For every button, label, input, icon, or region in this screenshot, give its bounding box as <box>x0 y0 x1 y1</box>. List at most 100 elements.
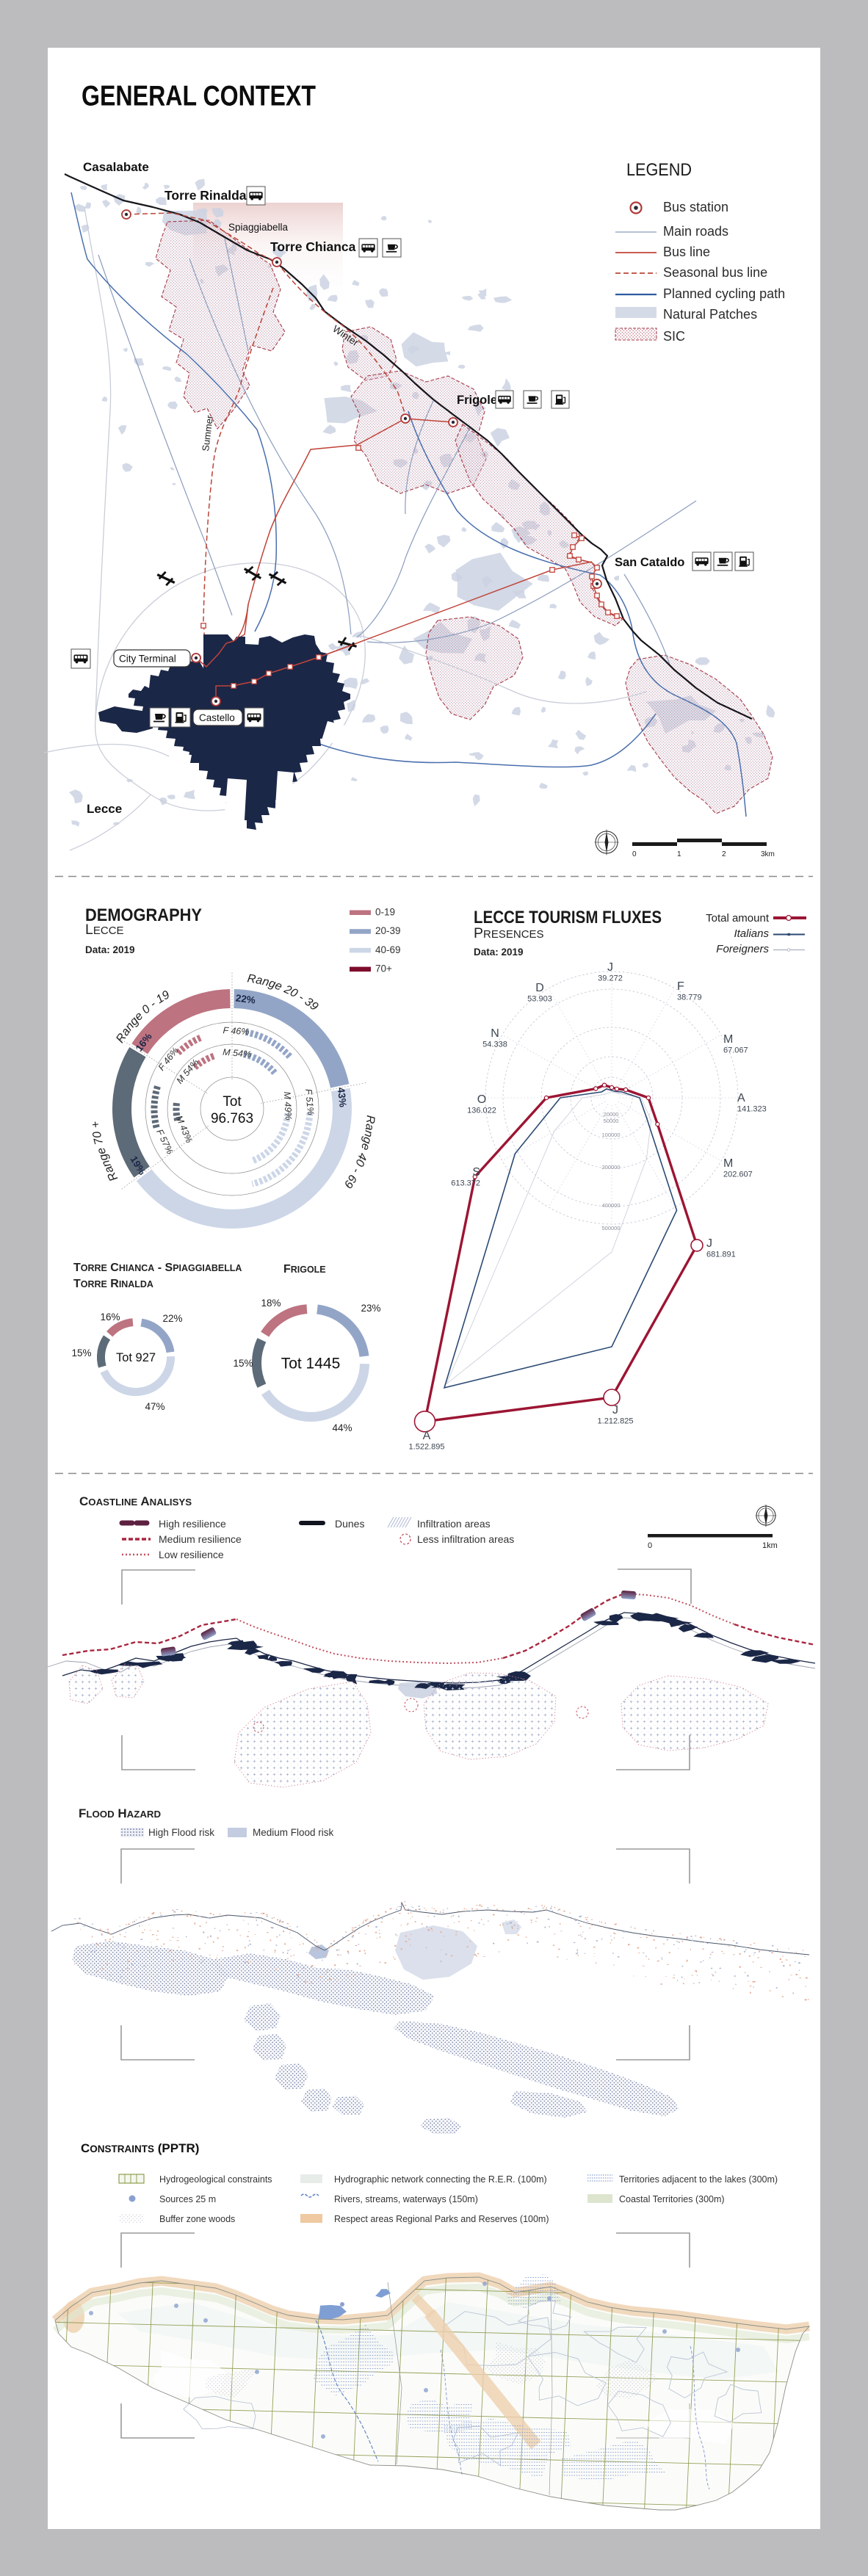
svg-text:Data: 2019: Data: 2019 <box>85 944 135 955</box>
svg-text:Infiltration areas: Infiltration areas <box>417 1518 491 1530</box>
svg-text:Foreigners: Foreigners <box>716 943 769 955</box>
svg-text:Sources 25 m: Sources 25 m <box>159 2194 216 2204</box>
svg-text:0: 0 <box>648 1541 652 1550</box>
svg-text:Main roads: Main roads <box>663 224 728 239</box>
svg-text:23%: 23% <box>361 1303 380 1314</box>
svg-text:40-69: 40-69 <box>375 944 401 955</box>
svg-text:0-19: 0-19 <box>375 907 395 918</box>
svg-text:CONSTRAINTS (PPTR): CONSTRAINTS (PPTR) <box>81 2141 199 2155</box>
svg-text:681.891: 681.891 <box>706 1251 736 1259</box>
svg-text:A: A <box>423 1430 431 1442</box>
svg-text:Hydrographic network connectin: Hydrographic network connecting the R.E.… <box>334 2174 547 2185</box>
svg-text:202.607: 202.607 <box>723 1171 753 1179</box>
svg-text:53.903: 53.903 <box>527 995 552 1004</box>
svg-text:20-39: 20-39 <box>375 925 401 936</box>
svg-text:S: S <box>472 1166 480 1179</box>
svg-text:COASTLINE ANALISYS: COASTLINE ANALISYS <box>79 1494 192 1508</box>
svg-text:FLOOD HAZARD: FLOOD HAZARD <box>79 1806 161 1820</box>
svg-text:TORRE RINALDA: TORRE RINALDA <box>73 1278 153 1290</box>
svg-text:16%: 16% <box>100 1311 120 1323</box>
svg-text:67.067: 67.067 <box>723 1046 748 1055</box>
svg-text:141.323: 141.323 <box>737 1105 767 1114</box>
svg-text:Castello: Castello <box>199 712 235 723</box>
svg-text:F 51%: F 51% <box>303 1088 316 1115</box>
svg-text:Tot 1445: Tot 1445 <box>281 1355 341 1372</box>
svg-text:N: N <box>491 1027 499 1040</box>
svg-text:200000: 200000 <box>601 1164 620 1171</box>
svg-text:15%: 15% <box>233 1358 253 1369</box>
svg-text:1km: 1km <box>762 1541 778 1550</box>
svg-text:Less infiltration areas: Less infiltration areas <box>417 1533 514 1545</box>
svg-text:Buffer zone woods: Buffer zone woods <box>159 2214 235 2224</box>
svg-text:Italians: Italians <box>734 927 769 940</box>
svg-text:39.272: 39.272 <box>598 974 623 983</box>
svg-text:SIC: SIC <box>663 329 685 344</box>
svg-text:F 46%: F 46% <box>223 1025 250 1037</box>
svg-text:J: J <box>612 1404 618 1417</box>
svg-text:50000: 50000 <box>604 1118 619 1124</box>
svg-text:47%: 47% <box>145 1401 164 1412</box>
svg-text:DEMOGRAPHY: DEMOGRAPHY <box>85 905 202 925</box>
svg-text:F: F <box>677 980 684 993</box>
svg-text:Frigole: Frigole <box>457 394 497 407</box>
svg-text:TORRE CHIANCA - SPIAGGIABELLA: TORRE CHIANCA - SPIAGGIABELLA <box>73 1262 242 1274</box>
svg-text:0: 0 <box>632 850 637 858</box>
svg-text:Seasonal bus line: Seasonal bus line <box>663 265 767 280</box>
svg-text:Dunes: Dunes <box>335 1518 364 1530</box>
svg-text:22%: 22% <box>235 993 256 1006</box>
svg-text:Summer: Summer <box>200 414 215 452</box>
svg-text:22%: 22% <box>162 1313 182 1324</box>
svg-text:54.338: 54.338 <box>482 1041 507 1049</box>
svg-text:Planned cycling path: Planned cycling path <box>663 286 785 301</box>
svg-text:M 54%: M 54% <box>223 1047 252 1060</box>
svg-text:San Cataldo: San Cataldo <box>615 556 684 569</box>
svg-text:GENERAL CONTEXT: GENERAL CONTEXT <box>82 81 316 112</box>
svg-text:FRIGOLE: FRIGOLE <box>283 1263 326 1276</box>
svg-text:2: 2 <box>722 850 726 858</box>
svg-text:3km: 3km <box>761 850 775 858</box>
svg-text:1: 1 <box>677 850 681 858</box>
svg-text:M 49%: M 49% <box>282 1091 294 1121</box>
svg-text:Tot 927: Tot 927 <box>116 1351 156 1364</box>
svg-text:500000: 500000 <box>601 1225 620 1231</box>
svg-text:15%: 15% <box>71 1347 91 1358</box>
svg-text:J: J <box>607 961 613 974</box>
svg-text:Tot: Tot <box>223 1094 242 1110</box>
svg-text:A: A <box>737 1092 745 1104</box>
svg-text:Bus station: Bus station <box>663 200 728 214</box>
svg-text:LECCE: LECCE <box>85 922 124 938</box>
svg-text:44%: 44% <box>332 1422 352 1433</box>
svg-text:Medium Flood risk: Medium Flood risk <box>253 1827 334 1838</box>
svg-text:96.763: 96.763 <box>211 1111 253 1126</box>
svg-text:LECCE TOURISM FLUXES: LECCE TOURISM FLUXES <box>474 908 662 927</box>
svg-text:1.212.825: 1.212.825 <box>598 1417 634 1426</box>
svg-text:Low resilience: Low resilience <box>159 1549 224 1560</box>
svg-text:Medium resilience: Medium resilience <box>159 1533 242 1545</box>
svg-text:Torre Chianca: Torre Chianca <box>270 239 356 254</box>
svg-text:1.522.895: 1.522.895 <box>409 1443 445 1452</box>
svg-text:38.779: 38.779 <box>677 994 702 1002</box>
svg-text:Respect areas Regional Parks a: Respect areas Regional Parks and Reserve… <box>334 2214 549 2224</box>
svg-text:D: D <box>535 982 544 994</box>
svg-text:400000: 400000 <box>601 1202 620 1209</box>
svg-text:613.372: 613.372 <box>451 1179 480 1188</box>
svg-text:Lecce: Lecce <box>87 802 122 816</box>
svg-text:O: O <box>477 1093 486 1106</box>
svg-text:LEGEND: LEGEND <box>626 160 692 180</box>
svg-text:Torre Rinalda: Torre Rinalda <box>164 188 247 203</box>
svg-text:Spiaggiabella: Spiaggiabella <box>228 222 289 233</box>
svg-text:Casalabate: Casalabate <box>83 160 149 174</box>
svg-text:Rivers, streams, waterways (1: Rivers, streams, waterways (150m) <box>334 2194 478 2204</box>
svg-text:M: M <box>723 1033 733 1046</box>
svg-text:Territories adjacent to the la: Territories adjacent to the lakes (300m) <box>619 2174 778 2185</box>
svg-text:70+: 70+ <box>375 963 392 974</box>
svg-text:PRESENCES: PRESENCES <box>474 925 544 941</box>
svg-text:Data: 2019: Data: 2019 <box>474 947 524 958</box>
svg-text:Bus line: Bus line <box>663 245 710 259</box>
svg-text:20000: 20000 <box>604 1111 619 1118</box>
svg-text:M: M <box>723 1157 733 1170</box>
svg-text:43%: 43% <box>336 1087 349 1107</box>
svg-text:136.022: 136.022 <box>467 1107 496 1115</box>
svg-text:18%: 18% <box>261 1298 281 1309</box>
svg-text:City Terminal: City Terminal <box>119 654 176 665</box>
